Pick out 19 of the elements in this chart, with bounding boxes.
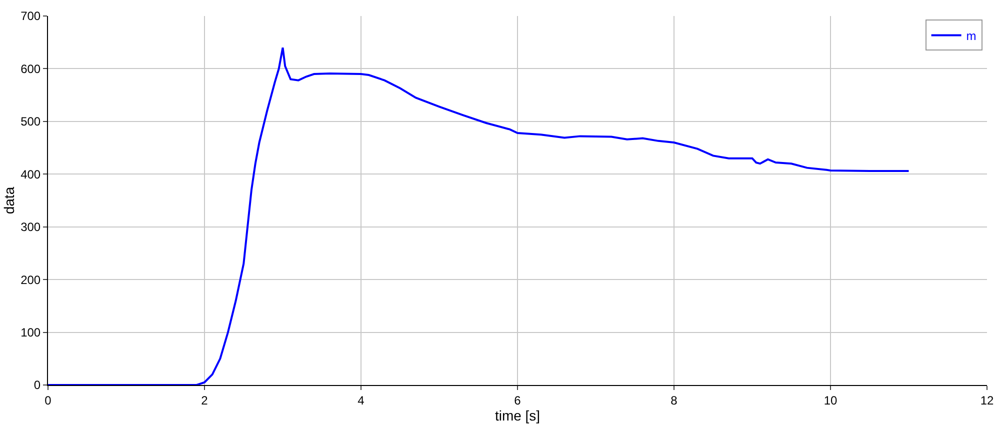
y-tick-label: 0 <box>34 378 41 392</box>
x-tick-label: 6 <box>514 393 522 408</box>
y-tick-label: 500 <box>20 114 41 129</box>
x-tick-label: 0 <box>44 393 52 408</box>
x-tick-label: 12 <box>980 393 994 408</box>
y-tick-label: 700 <box>20 9 41 24</box>
legend-label: m <box>966 28 976 43</box>
y-tick-label: 300 <box>20 220 41 234</box>
y-tick-label: 200 <box>20 272 41 287</box>
y-axis-title: data <box>1 186 18 214</box>
y-tick-label: 100 <box>20 325 41 340</box>
y-tick-label: 600 <box>20 62 41 76</box>
line-series <box>48 46 910 385</box>
x-tick-label: 4 <box>358 393 365 408</box>
x-tick-label: 8 <box>670 393 678 408</box>
x-tick-label: 2 <box>201 393 208 408</box>
x-axis-title: time [s] <box>494 407 540 424</box>
x-tick-label: 10 <box>824 393 838 408</box>
y-tick-label: 400 <box>20 167 41 182</box>
